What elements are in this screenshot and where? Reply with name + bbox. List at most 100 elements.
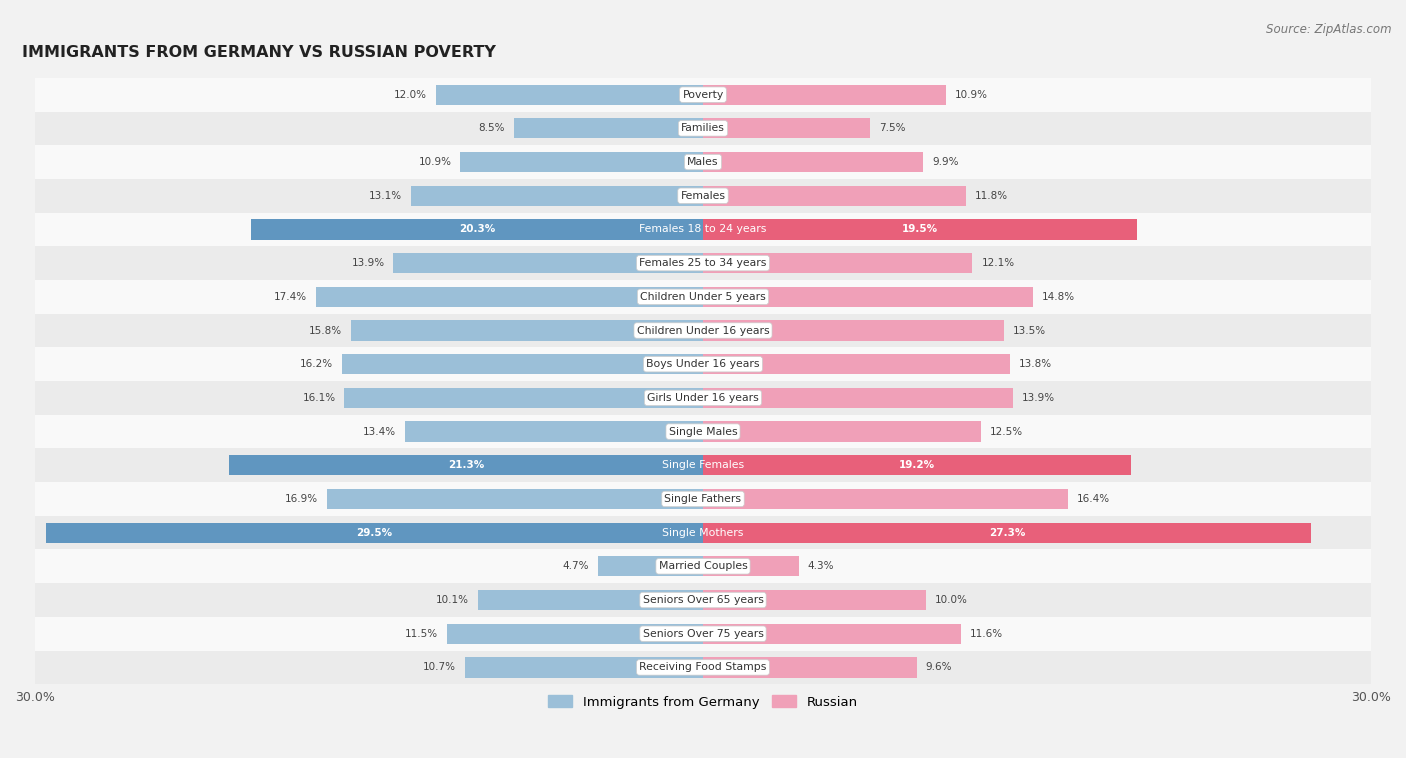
Text: 16.2%: 16.2% bbox=[301, 359, 333, 369]
Text: 12.1%: 12.1% bbox=[981, 258, 1015, 268]
Bar bbox=[599, 556, 703, 576]
Bar bbox=[703, 186, 966, 206]
Bar bbox=[703, 287, 1032, 307]
Bar bbox=[447, 624, 703, 644]
Text: 4.7%: 4.7% bbox=[562, 562, 589, 572]
Bar bbox=[405, 421, 703, 442]
Bar bbox=[703, 219, 1137, 240]
Bar bbox=[703, 354, 1011, 374]
Text: 21.3%: 21.3% bbox=[447, 460, 484, 470]
Text: 27.3%: 27.3% bbox=[988, 528, 1025, 537]
Text: Females 18 to 24 years: Females 18 to 24 years bbox=[640, 224, 766, 234]
Bar bbox=[703, 321, 1004, 340]
Bar bbox=[35, 111, 1371, 146]
Text: 13.8%: 13.8% bbox=[1019, 359, 1052, 369]
Legend: Immigrants from Germany, Russian: Immigrants from Germany, Russian bbox=[543, 690, 863, 714]
Text: Single Mothers: Single Mothers bbox=[662, 528, 744, 537]
Bar bbox=[460, 152, 703, 172]
Bar bbox=[326, 489, 703, 509]
Text: 16.1%: 16.1% bbox=[302, 393, 336, 403]
Text: 4.3%: 4.3% bbox=[807, 562, 834, 572]
Text: 13.1%: 13.1% bbox=[370, 191, 402, 201]
Bar bbox=[513, 118, 703, 139]
Bar bbox=[412, 186, 703, 206]
Bar bbox=[352, 321, 703, 340]
Text: Males: Males bbox=[688, 157, 718, 167]
Text: 13.9%: 13.9% bbox=[1021, 393, 1054, 403]
Bar bbox=[35, 347, 1371, 381]
Bar bbox=[703, 556, 799, 576]
Text: 11.8%: 11.8% bbox=[974, 191, 1008, 201]
Bar bbox=[703, 421, 981, 442]
Text: Seniors Over 75 years: Seniors Over 75 years bbox=[643, 628, 763, 639]
Bar bbox=[35, 515, 1371, 550]
Bar bbox=[35, 482, 1371, 515]
Text: 12.5%: 12.5% bbox=[990, 427, 1024, 437]
Text: IMMIGRANTS FROM GERMANY VS RUSSIAN POVERTY: IMMIGRANTS FROM GERMANY VS RUSSIAN POVER… bbox=[21, 45, 495, 60]
Bar bbox=[35, 146, 1371, 179]
Text: Females: Females bbox=[681, 191, 725, 201]
Bar bbox=[35, 449, 1371, 482]
Bar bbox=[703, 590, 925, 610]
Text: 16.9%: 16.9% bbox=[284, 494, 318, 504]
Text: Boys Under 16 years: Boys Under 16 years bbox=[647, 359, 759, 369]
Bar bbox=[703, 455, 1130, 475]
Text: Receiving Food Stamps: Receiving Food Stamps bbox=[640, 662, 766, 672]
Text: 7.5%: 7.5% bbox=[879, 124, 905, 133]
Text: 10.0%: 10.0% bbox=[935, 595, 967, 605]
Text: 19.2%: 19.2% bbox=[898, 460, 935, 470]
Bar bbox=[35, 617, 1371, 650]
Text: 16.4%: 16.4% bbox=[1077, 494, 1111, 504]
Bar bbox=[465, 657, 703, 678]
Text: 14.8%: 14.8% bbox=[1042, 292, 1074, 302]
Bar bbox=[703, 624, 962, 644]
Bar bbox=[229, 455, 703, 475]
Bar bbox=[703, 522, 1310, 543]
Bar bbox=[35, 78, 1371, 111]
Bar bbox=[703, 152, 924, 172]
Bar bbox=[703, 657, 917, 678]
Text: Children Under 16 years: Children Under 16 years bbox=[637, 325, 769, 336]
Text: 29.5%: 29.5% bbox=[357, 528, 392, 537]
Text: Single Males: Single Males bbox=[669, 427, 737, 437]
Text: 8.5%: 8.5% bbox=[478, 124, 505, 133]
Text: Females 25 to 34 years: Females 25 to 34 years bbox=[640, 258, 766, 268]
Text: Poverty: Poverty bbox=[682, 89, 724, 99]
Bar bbox=[46, 522, 703, 543]
Bar bbox=[703, 489, 1069, 509]
Bar bbox=[35, 650, 1371, 684]
Text: Girls Under 16 years: Girls Under 16 years bbox=[647, 393, 759, 403]
Text: Families: Families bbox=[681, 124, 725, 133]
Text: 10.9%: 10.9% bbox=[419, 157, 451, 167]
Bar bbox=[35, 179, 1371, 212]
Text: 13.9%: 13.9% bbox=[352, 258, 385, 268]
Text: 10.9%: 10.9% bbox=[955, 89, 987, 99]
Bar bbox=[35, 212, 1371, 246]
Bar bbox=[703, 85, 946, 105]
Text: 20.3%: 20.3% bbox=[458, 224, 495, 234]
Text: 19.5%: 19.5% bbox=[903, 224, 938, 234]
Bar bbox=[478, 590, 703, 610]
Bar bbox=[35, 246, 1371, 280]
Text: 10.7%: 10.7% bbox=[423, 662, 456, 672]
Text: 15.8%: 15.8% bbox=[309, 325, 342, 336]
Bar bbox=[315, 287, 703, 307]
Bar bbox=[344, 388, 703, 408]
Text: 13.4%: 13.4% bbox=[363, 427, 395, 437]
Bar bbox=[394, 253, 703, 273]
Text: 17.4%: 17.4% bbox=[274, 292, 307, 302]
Bar bbox=[703, 118, 870, 139]
Bar bbox=[35, 415, 1371, 449]
Bar bbox=[35, 280, 1371, 314]
Bar bbox=[35, 550, 1371, 583]
Text: 11.5%: 11.5% bbox=[405, 628, 439, 639]
Text: Married Couples: Married Couples bbox=[658, 562, 748, 572]
Text: Children Under 5 years: Children Under 5 years bbox=[640, 292, 766, 302]
Bar bbox=[35, 381, 1371, 415]
Bar bbox=[250, 219, 703, 240]
Bar bbox=[703, 253, 973, 273]
Text: 13.5%: 13.5% bbox=[1012, 325, 1046, 336]
Text: 9.9%: 9.9% bbox=[932, 157, 959, 167]
Bar bbox=[436, 85, 703, 105]
Text: 11.6%: 11.6% bbox=[970, 628, 1004, 639]
